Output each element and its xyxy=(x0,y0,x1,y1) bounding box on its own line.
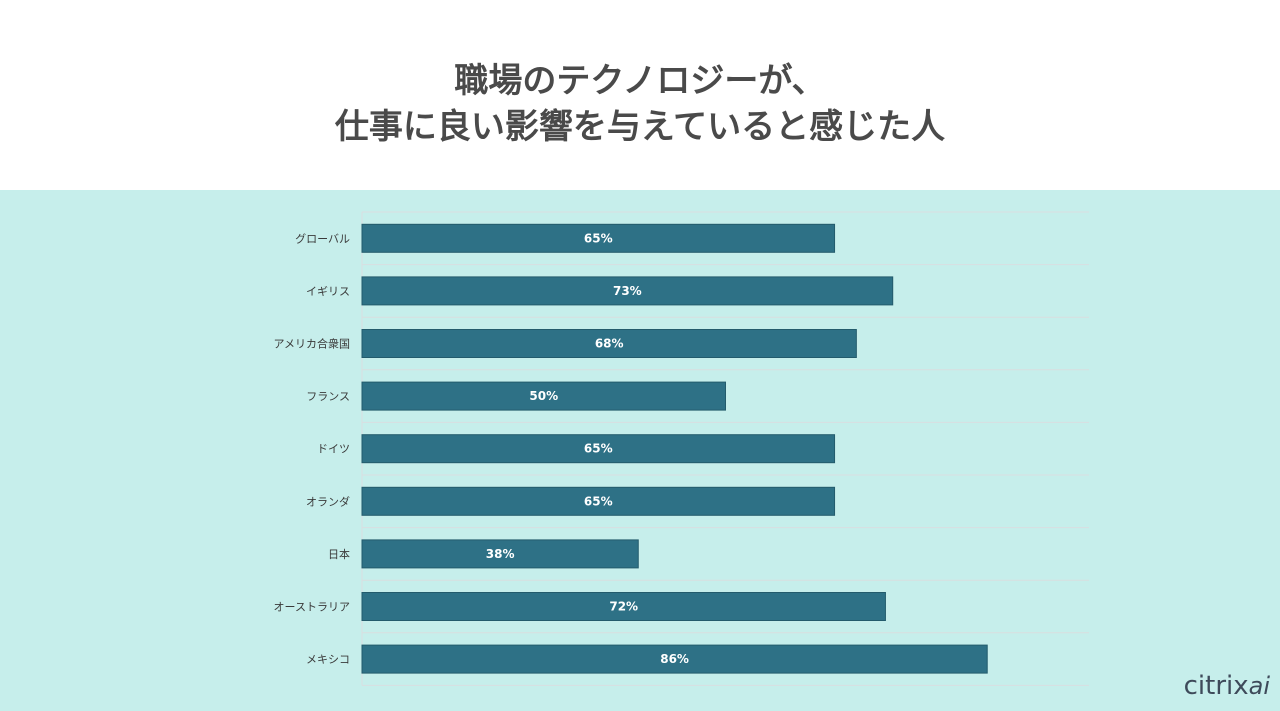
category-label: 日本 xyxy=(328,547,350,561)
data-label: 72% xyxy=(609,600,638,614)
bar-chart: 65% グローバル 73% イギリス 68% アメリカ合衆国 50% フランス 65% ドイツ 65… xyxy=(274,211,1089,686)
citrix-logo: citrixai xyxy=(1184,671,1270,701)
category-label: アメリカ合衆国 xyxy=(274,337,350,351)
bar xyxy=(361,592,886,621)
data-label: 65% xyxy=(584,442,613,456)
bar xyxy=(361,223,836,253)
category-label: オーストラリア xyxy=(274,601,350,614)
chart-title: 職場のテクノロジーが、 仕事に良い影響を与えていると感じた人 xyxy=(0,58,1280,150)
logo-brand: citrix xyxy=(1183,671,1249,701)
title-line-2: 仕事に良い影響を与えていると感じた人 xyxy=(334,107,946,147)
data-label: 50% xyxy=(529,389,558,403)
bar xyxy=(361,539,639,569)
category-label: ドイツ xyxy=(317,443,350,456)
bar xyxy=(361,329,857,358)
data-label: 68% xyxy=(595,337,624,351)
bar xyxy=(361,486,836,516)
category-label: メキシコ xyxy=(306,653,350,666)
category-label: グローバル xyxy=(295,231,350,245)
title-line-1: 職場のテクノロジーが、 xyxy=(454,61,826,101)
logo-suffix: ai xyxy=(1248,672,1270,700)
data-label: 38% xyxy=(486,547,515,561)
bar xyxy=(361,434,836,464)
bar xyxy=(361,381,726,411)
category-label: オランダ xyxy=(306,494,350,508)
category-label: イギリス xyxy=(306,285,350,298)
data-label: 65% xyxy=(584,494,613,508)
bar xyxy=(361,644,988,674)
data-label: 86% xyxy=(660,652,689,666)
data-label: 73% xyxy=(613,284,642,298)
category-label: フランス xyxy=(306,390,350,403)
bar xyxy=(361,276,894,306)
data-label: 65% xyxy=(584,231,613,245)
